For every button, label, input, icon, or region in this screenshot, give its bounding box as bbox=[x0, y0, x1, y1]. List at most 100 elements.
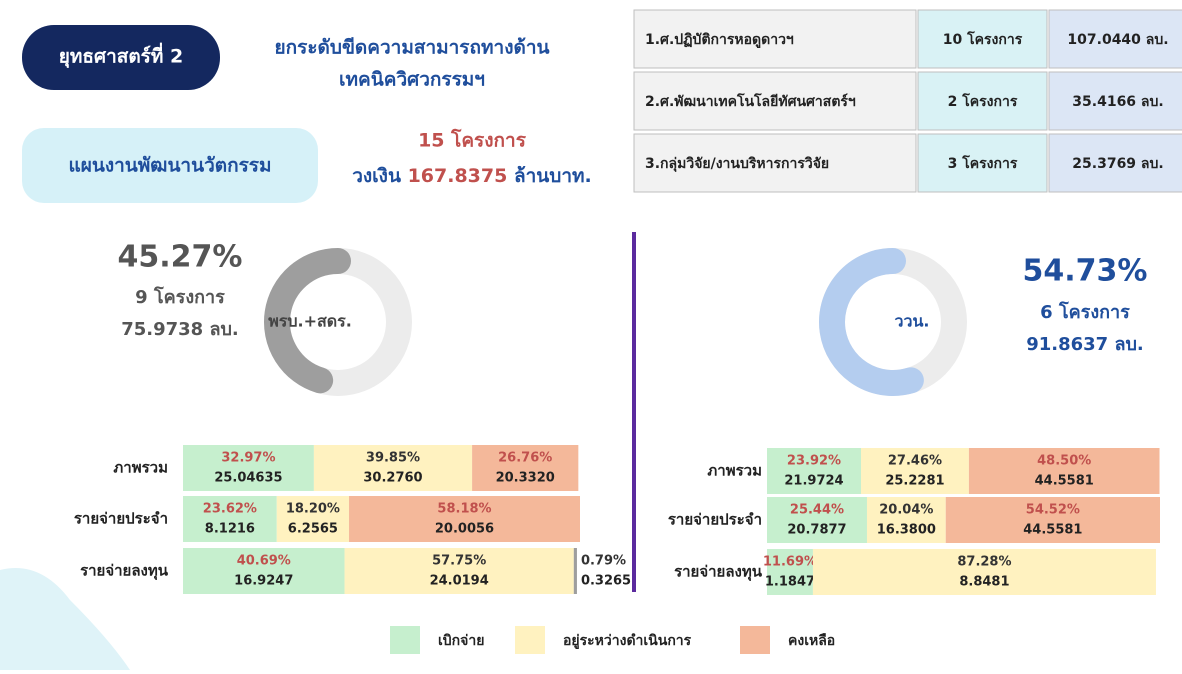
bar-segment bbox=[344, 548, 574, 594]
table-text: 2.ศ.พัฒนาเทคโนโลยีทัศนศาสตร์ฯ bbox=[645, 92, 856, 110]
amount: 75.9738 ลบ. bbox=[121, 319, 239, 340]
table-text: 25.3769 ลบ. bbox=[1072, 156, 1163, 172]
segment-amount: 20.3320 bbox=[496, 471, 555, 486]
segment-percent: 32.97% bbox=[221, 451, 275, 466]
bar-segment bbox=[861, 448, 969, 494]
segment-percent: 26.76% bbox=[498, 451, 552, 466]
segment-percent: 58.18% bbox=[437, 502, 491, 517]
table-cell bbox=[917, 133, 1048, 193]
table-cell bbox=[633, 133, 917, 193]
amount: 91.8637 ลบ. bbox=[1026, 334, 1144, 355]
bar-segment bbox=[968, 448, 1160, 494]
bar-segment bbox=[276, 496, 350, 542]
segment-amount: 16.9247 bbox=[234, 574, 293, 589]
segment-percent: 27.46% bbox=[888, 454, 942, 469]
segment-amount: 30.2760 bbox=[363, 471, 422, 486]
decoration bbox=[0, 568, 130, 670]
row-label: ภาพรวม bbox=[113, 459, 168, 477]
segment-amount: 1.1847 bbox=[765, 575, 815, 590]
bar-segment bbox=[812, 549, 1156, 595]
segment-amount: 25.2281 bbox=[885, 474, 944, 489]
table-text: 107.0440 ลบ. bbox=[1067, 32, 1168, 48]
segment-amount: 25.04635 bbox=[214, 471, 282, 486]
table-text: 3.กลุ่มวิจัย/งานบริหารการวิจัย bbox=[645, 156, 829, 172]
segment-amount: 16.3800 bbox=[877, 523, 936, 538]
table-text: 35.4166 ลบ. bbox=[1072, 94, 1163, 110]
segment-percent: 54.52% bbox=[1026, 503, 1080, 518]
segment-amount: 44.5581 bbox=[1023, 523, 1082, 538]
segment-percent: 23.62% bbox=[203, 502, 257, 517]
segment-percent: 0.79% bbox=[581, 554, 626, 569]
table-text: 1.ศ.ปฏิบัติการหอดูดาวฯ bbox=[645, 32, 794, 48]
segment-percent: 48.50% bbox=[1037, 454, 1091, 469]
bar-segment bbox=[767, 448, 862, 494]
table-text: 3 โครงการ bbox=[948, 154, 1018, 172]
budget-prefix: วงเงิน bbox=[352, 165, 401, 187]
legend-label: อยู่ระหว่างดำเนินการ bbox=[563, 633, 692, 649]
budget-suffix: ล้านบาท. bbox=[514, 165, 592, 187]
segment-amount: 8.1216 bbox=[205, 522, 255, 537]
title: เทคนิควิศวกรรมฯ bbox=[339, 69, 485, 91]
projects: 9 โครงการ bbox=[135, 286, 225, 308]
segment-amount: 8.8481 bbox=[959, 575, 1009, 590]
segment-percent: 11.69% bbox=[763, 555, 817, 570]
bar-segment bbox=[183, 445, 314, 491]
donut-label: ววน. bbox=[895, 312, 930, 331]
table-cell bbox=[633, 71, 917, 131]
table-cell bbox=[1048, 9, 1182, 69]
bar-segment bbox=[866, 497, 946, 543]
bar-segment bbox=[945, 497, 1160, 543]
segment-amount: 20.0056 bbox=[435, 522, 494, 537]
bar-segment bbox=[472, 445, 579, 491]
segment-percent: 39.85% bbox=[366, 451, 420, 466]
percent: 45.27% bbox=[118, 240, 243, 275]
table-cell bbox=[917, 9, 1048, 69]
budget-value: 167.8375 bbox=[408, 165, 508, 187]
badge bbox=[22, 25, 220, 90]
projects: 6 โครงการ bbox=[1040, 301, 1130, 323]
legend-label: เบิกจ่าย bbox=[438, 633, 484, 649]
table-cell bbox=[633, 9, 917, 69]
percent: 54.73% bbox=[1023, 254, 1148, 289]
legend-label: คงเหลือ bbox=[788, 633, 835, 649]
table-text: 10 โครงการ bbox=[943, 30, 1023, 48]
row-label: รายจ่ายประจำ bbox=[668, 511, 762, 529]
donut-arc bbox=[819, 248, 924, 396]
table-cell bbox=[1048, 133, 1182, 193]
legend-swatch bbox=[390, 626, 420, 654]
badge-text: ยุทธศาสตร์ที่ 2 bbox=[59, 43, 183, 69]
segment-amount: 20.7877 bbox=[787, 523, 846, 538]
plan: แผนงานพัฒนานวัตกรรม bbox=[68, 155, 271, 177]
table-text: 2 โครงการ bbox=[948, 92, 1018, 110]
title: ยกระดับขีดความสามารถทางด้าน bbox=[275, 37, 550, 59]
segment-percent: 40.69% bbox=[237, 554, 291, 569]
bar-segment bbox=[767, 497, 867, 543]
segment-percent: 20.04% bbox=[879, 503, 933, 518]
row-label: ภาพรวม bbox=[707, 462, 762, 480]
bar-segment bbox=[313, 445, 473, 491]
donut-arc bbox=[264, 248, 351, 394]
bar-segment bbox=[183, 496, 277, 542]
segment-percent: 23.92% bbox=[787, 454, 841, 469]
segment-amount: 44.5581 bbox=[1035, 474, 1094, 489]
bar-segment bbox=[573, 548, 577, 594]
segment-amount: 6.2565 bbox=[288, 522, 338, 537]
table-cell bbox=[1048, 71, 1182, 131]
plan-pill bbox=[22, 128, 318, 203]
budget: วงเงิน 167.8375 ล้านบาท. bbox=[352, 165, 592, 187]
bar-segment bbox=[183, 548, 345, 594]
legend-swatch bbox=[515, 626, 545, 654]
segment-percent: 57.75% bbox=[432, 554, 486, 569]
legend-swatch bbox=[740, 626, 770, 654]
projects: 15 โครงการ bbox=[418, 129, 527, 152]
segment-percent: 25.44% bbox=[790, 503, 844, 518]
row-label: รายจ่ายลงทุน bbox=[674, 563, 763, 582]
row-label: รายจ่ายลงทุน bbox=[80, 562, 169, 581]
segment-amount: 24.0194 bbox=[430, 574, 489, 589]
segment-amount: 21.9724 bbox=[784, 474, 843, 489]
segment-percent: 18.20% bbox=[286, 502, 340, 517]
bar-segment bbox=[767, 549, 813, 595]
segment-amount: 0.3265 bbox=[581, 574, 631, 589]
donut-label: พรบ.+สดร. bbox=[268, 312, 352, 331]
